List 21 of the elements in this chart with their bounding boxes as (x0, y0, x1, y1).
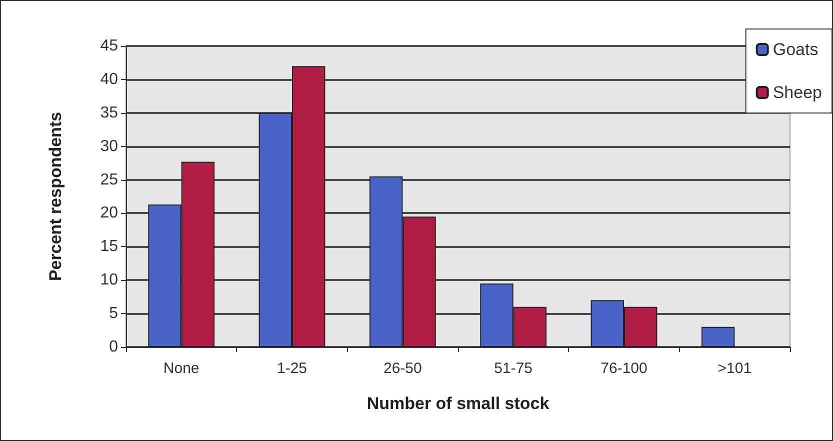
x-axis-title: Number of small stock (366, 394, 550, 413)
x-tick-label: 76-100 (600, 360, 648, 377)
y-tick-label: 40 (100, 70, 118, 88)
y-tick-label: 15 (100, 238, 118, 256)
y-tick-label: 30 (100, 138, 118, 155)
y-tick-label: 25 (100, 171, 118, 188)
y-axis-title: Percent respondents (46, 112, 65, 282)
legend-label: Goats (772, 40, 818, 59)
y-tick-label: 10 (100, 272, 118, 289)
bar (701, 326, 735, 347)
y-tick-label: 0 (109, 338, 118, 356)
x-tick-label: 26-50 (383, 360, 422, 377)
y-tick-label: 5 (109, 305, 118, 322)
legend-label: Sheep (772, 83, 822, 102)
y-tick-label: 35 (100, 104, 118, 122)
x-tick-label: None (163, 360, 200, 377)
y-tick-label: 45 (100, 38, 118, 54)
x-tick-label: >101 (718, 360, 752, 377)
y-tick-label: 20 (100, 204, 118, 222)
x-tick-label: 1-25 (276, 360, 308, 377)
x-tick-label: 51-75 (494, 360, 533, 377)
